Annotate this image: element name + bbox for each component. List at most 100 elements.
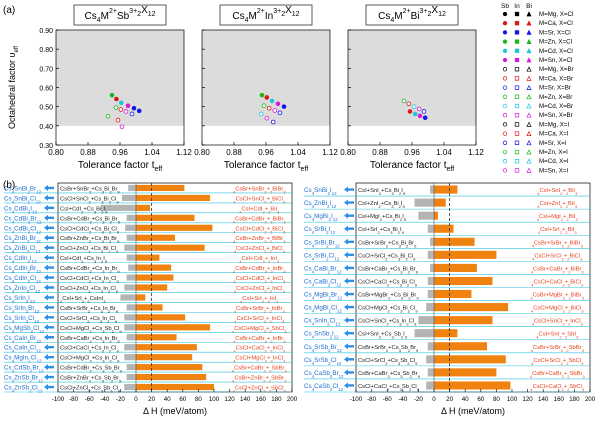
formula-part: Cl [411, 384, 416, 390]
formula-part: 3 [401, 295, 404, 300]
formula-part: +Cs [388, 345, 399, 351]
formula-part: + [563, 188, 567, 194]
formula-part: +Cs [92, 356, 103, 362]
formula-part: ZnSb [14, 385, 30, 392]
formula-part: 2 [264, 229, 267, 234]
competitor-label: 4CsBr+CdBr2+2InBr3 [233, 266, 286, 274]
formula-part: 12 [36, 249, 41, 254]
tolerance-region [202, 30, 330, 126]
arrow-icon [44, 264, 54, 271]
formula-part: +Cs [91, 376, 102, 382]
formula-part: InCl [273, 356, 283, 362]
formula-part: Bi [403, 306, 408, 312]
bar-orange [434, 329, 458, 338]
data-point [118, 107, 124, 112]
scatter-panel-2: Cs4M2+In3+2X12 0.80 0.88 0.96 1.04 1.12 Tolera… [194, 4, 338, 173]
formula-part: 3 [277, 259, 280, 264]
formula-part: 2 [267, 298, 270, 303]
legend-label: M=Sr, X=Cl [539, 29, 571, 36]
formula-part: 2 [330, 334, 333, 339]
arrow-icon [44, 214, 54, 221]
formula-part: CsBr+CdBr [60, 216, 90, 222]
formula-part: Cl [408, 253, 413, 259]
formula-part: 2 [561, 217, 564, 222]
compound-label: Cs4CaSb2Cl12 [304, 383, 344, 392]
formula-part: Br [331, 344, 337, 351]
formula-part: 2 [109, 239, 112, 244]
formula-part: BiI [270, 206, 277, 212]
formula-part: 2 [269, 368, 272, 373]
formula-part: 2 [406, 321, 409, 326]
data-point [259, 92, 265, 98]
competitor-label: 4CsCl+SrCl2+2InCl3 [234, 316, 285, 324]
arrow-icon [44, 254, 54, 261]
formula-part: 2 [89, 338, 92, 343]
formula-part: 2 [26, 318, 29, 323]
formula-part: 9 [116, 308, 119, 313]
formula-part: 9 [117, 229, 120, 234]
formula-part: 12 [336, 282, 341, 287]
legend-marker [502, 48, 508, 53]
formula-part: 2 [109, 279, 112, 284]
reaction-label: CsBr+ZnBr2+Cs3Sb2Br9 [60, 376, 122, 384]
formula-part: Br [30, 185, 36, 192]
formula-part: 3 [283, 269, 286, 274]
formula-part: 2 [270, 239, 273, 244]
formula-part: +Cs [91, 226, 102, 232]
formula-part: + [564, 371, 568, 377]
formula-part: +Cs [92, 326, 103, 332]
formula-part: 12 [331, 204, 336, 209]
formula-part: 2 [563, 308, 566, 313]
reaction-label: CsBr+CaBr2+Cs3In2Br9 [60, 336, 120, 344]
formula-part: 12 [337, 308, 342, 313]
x-tick-label: 100 [507, 396, 518, 403]
bar-orange [136, 244, 205, 251]
formula-part: Cs [304, 252, 312, 259]
formula-part: 3 [390, 230, 393, 235]
reaction-label: CsI+CdI2+Cs3In2I9 [60, 256, 108, 264]
formula-part: 2 [265, 348, 268, 353]
formula-part: 4 [12, 388, 15, 393]
formula-part: 3 [282, 289, 285, 294]
formula-part: 12 [39, 328, 44, 333]
bar-orange [434, 198, 446, 207]
formula-part: 4 [239, 209, 242, 214]
formula-part: Br [30, 215, 36, 222]
formula-part: MgBi [314, 292, 328, 299]
legend-marker [502, 76, 508, 81]
formula-part: 4 [234, 249, 237, 254]
title-part: Cs [232, 11, 244, 22]
formula-part: 2 [379, 191, 382, 196]
formula-part: Cl [28, 315, 34, 322]
competitor-label: 4CsBr+CaBr2+2BiBr3 [531, 266, 585, 274]
formula-part: 2 [264, 199, 267, 204]
formula-part: 9 [116, 199, 119, 204]
formula-part: + [267, 346, 271, 352]
legend-marker [526, 75, 532, 81]
formula-part: 2 [264, 289, 267, 294]
formula-part: 2 [263, 259, 266, 264]
title-part: 2+ [257, 8, 265, 15]
formula-part: Br [112, 266, 118, 272]
formula-part: 3 [582, 347, 585, 352]
title-part: 2 [137, 11, 141, 18]
reaction-label: CsCl+ZnCl2+Cs3Sb2Cl9 [60, 386, 121, 394]
formula-part: 2 [109, 229, 112, 234]
formula-part: 3 [276, 298, 279, 303]
formula-part: SrIn [14, 295, 26, 302]
formula-part: SnBi [14, 185, 27, 192]
title-part: 12 [438, 11, 446, 18]
formula-part: CsCl+SnCl [358, 319, 387, 325]
formula-part: 2 [31, 328, 34, 333]
formula-part: 2 [326, 243, 329, 248]
legend-label: M=Ca, X=I [539, 131, 569, 138]
formula-part: 2 [27, 239, 30, 244]
formula-part: 2 [89, 239, 92, 244]
formula-part: Cs [4, 195, 12, 202]
reaction-label: CsCl+SnCl2+Cs3Bi2Cl9 [60, 196, 119, 204]
formula-part: CsI+SnI [539, 188, 560, 194]
formula-part: Bi [403, 266, 408, 272]
formula-part: BiI [569, 214, 576, 220]
compound-label: Cs4CaBi2Br12 [304, 265, 342, 274]
compound-label: Cs4ZnBi2I12 [304, 200, 337, 209]
